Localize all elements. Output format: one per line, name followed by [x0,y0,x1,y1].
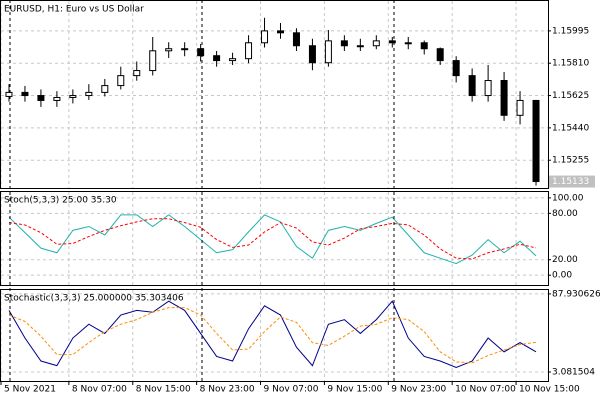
candle-body [5,91,13,97]
indicator-line [8,214,537,265]
candle-body [245,42,253,60]
candle-body [85,91,93,97]
candle-body [340,40,348,47]
x-tick-label: 10 Nov 15:00 [519,385,580,395]
y-tick-label: 0.00 [552,271,572,281]
candle-body [276,30,284,34]
candle-body [229,58,237,62]
candle-body [37,95,45,101]
indicator-line [8,300,537,369]
candle-body [53,96,61,101]
y-tick-label: 100.00 [552,193,584,203]
candle-body [436,48,444,62]
candle-body [532,99,540,183]
candle-body [213,55,221,62]
candle-body [452,60,460,77]
candle-body [324,40,332,64]
y-tick-label: 20.00 [552,255,578,265]
candle-body [404,42,412,45]
candle-body [468,75,476,97]
y-tick-label: 1.15255 [552,156,589,166]
candle-body [261,30,269,44]
candle-body [133,70,141,77]
labels-layer: EURUSD, H1: Euro vs US Dollar 1.15995 1.15… [0,5,600,395]
candle-body [516,99,524,116]
x-tick-label: 8 Nov 23:00 [200,385,255,395]
panel-frame [0,289,549,382]
x-tick-label: 9 Nov 07:00 [264,385,319,395]
panel-title: Stoch(5,3,3) 25.00 35.30 [4,196,117,206]
candle-body [484,80,492,97]
indicator-line [8,218,537,260]
x-tick-label: 8 Nov 15:00 [136,385,191,395]
candle-body [388,40,396,44]
candle-body [21,91,29,97]
candle-body [356,45,364,48]
x-tick-label: 8 Nov 07:00 [72,385,127,395]
candle-body [292,32,300,47]
last-price-box [549,175,595,188]
y-tick-label: 1.15625 [552,91,589,101]
candle-body [308,45,316,64]
last-price-label: 1.15133 [552,177,589,187]
x-tick-label: 9 Nov 15:00 [327,385,382,395]
y-tick-label: 80.00 [552,209,578,219]
y-tick-label: 1.15995 [552,26,589,36]
candle-body [420,42,428,50]
y-tick-label: 1.15810 [552,59,589,69]
candle-body [117,75,125,87]
y-tick-label: 1.15440 [552,123,589,133]
candle-body [149,50,157,72]
candle-body [101,85,109,93]
marks-layer [5,17,540,369]
panel-frame [0,0,549,189]
indicator-line [8,307,537,364]
y-tick-label: 87.930626 [552,289,600,299]
candle-body [181,48,189,51]
panel-title: Stochastic(3,3,3) 25.000000 35.303406 [4,294,184,304]
panel-frame [0,191,549,286]
candle-body [165,48,173,52]
candle-body [69,95,77,98]
candle-body [500,80,508,116]
candle-body [197,48,205,57]
x-tick-label: 5 Nov 2021 [4,385,56,395]
x-tick-label: 10 Nov 07:00 [455,385,516,395]
candle-body [372,40,380,47]
y-tick-label: 3.081504 [552,367,595,377]
panel-title: EURUSD, H1: Euro vs US Dollar [4,5,144,15]
x-tick-label: 9 Nov 23:00 [391,385,446,395]
